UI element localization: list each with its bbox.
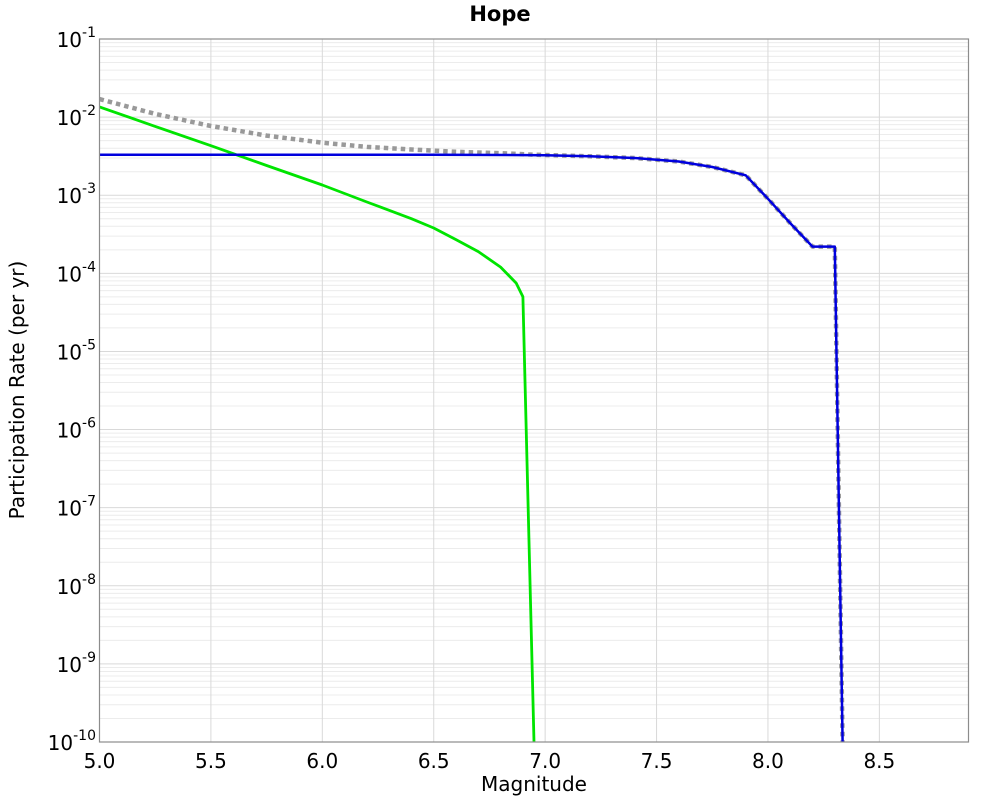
y-tick-label: 10-5	[57, 337, 96, 364]
y-tick-label: 10-3	[57, 181, 96, 208]
y-tick-label: 10-2	[57, 103, 96, 130]
y-tick-label: 10-9	[57, 650, 96, 677]
plot-border	[98, 38, 970, 743]
y-tick-label: 10-6	[57, 416, 97, 443]
total-rate-dotted-line	[98, 96, 845, 743]
x-tick-label: 6.5	[418, 749, 450, 773]
y-tick-label: 10-8	[57, 572, 96, 599]
chart-title: Hope	[469, 2, 531, 26]
y-tick-label: 10-10	[48, 728, 96, 755]
x-tick-label: 5.0	[84, 749, 116, 773]
y-tick-label: 10-1	[57, 25, 96, 52]
x-tick-label: 5.5	[195, 749, 227, 773]
x-tick-label: 7.0	[529, 749, 561, 773]
y-tick-label: 10-7	[57, 494, 96, 521]
y-axis-label: Participation Rate (per yr)	[5, 260, 29, 520]
x-tick-label: 8.5	[863, 749, 895, 773]
x-tick-label: 7.5	[641, 749, 673, 773]
x-axis-label: Magnitude	[481, 772, 587, 796]
y-tick-label: 10-4	[57, 259, 97, 286]
x-tick-label: 6.0	[306, 749, 338, 773]
x-tick-label: 8.0	[752, 749, 784, 773]
green-rate-line	[99, 105, 536, 743]
blue-rate-line	[99, 153, 844, 743]
